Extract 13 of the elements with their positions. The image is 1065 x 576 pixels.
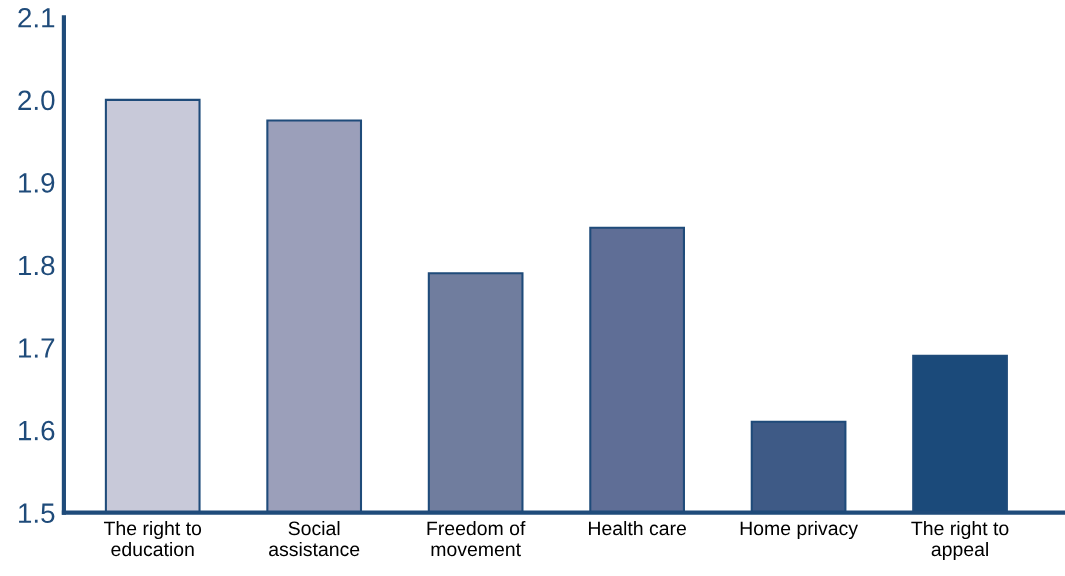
y-tick-label: 1.5 <box>19 503 55 523</box>
x-tick-label: Health care <box>588 520 686 536</box>
y-tick-label: 1.9 <box>19 173 55 193</box>
y-tick-label: 2.1 <box>18 7 55 28</box>
x-tick-label: Home privacy <box>740 520 858 540</box>
y-tick-label: 2.0 <box>18 90 55 111</box>
y-tick-label: 1.8 <box>19 255 55 276</box>
x-tick-label: The right to education <box>103 520 202 557</box>
x-tick-label: The right to appeal <box>911 520 1009 561</box>
y-tick-label: 1.6 <box>19 420 55 441</box>
x-tick-label: Freedom of movement <box>427 520 526 557</box>
y-tick-label: 1.7 <box>19 338 55 358</box>
x-tick-label: Social assistance <box>269 520 360 557</box>
